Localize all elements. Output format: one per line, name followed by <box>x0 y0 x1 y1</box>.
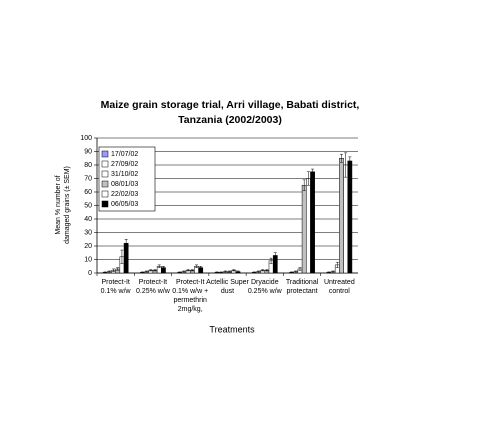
bar <box>339 158 344 274</box>
error-bar <box>215 271 219 273</box>
x-tick-label: permethrin <box>173 297 207 304</box>
y-tick-label: 70 <box>84 175 92 182</box>
error-bar <box>161 266 165 270</box>
error-bar <box>339 153 343 163</box>
legend-swatch <box>101 190 109 198</box>
error-bar <box>298 267 302 271</box>
y-tick-label: 90 <box>84 148 92 155</box>
x-tick-label: control <box>329 288 350 295</box>
legend-swatch <box>101 170 109 178</box>
error-bar <box>199 266 203 270</box>
error-bar <box>112 268 116 272</box>
y-tick-label: 80 <box>84 162 92 169</box>
error-bar <box>256 270 260 273</box>
x-tick-label: 2mg/kg, <box>178 306 203 313</box>
x-tick-label: Actellic Super <box>206 279 249 286</box>
y-axis-label: Mean % number of <box>55 175 62 234</box>
error-bar <box>140 271 144 273</box>
x-tick-label: Untreated <box>324 279 355 286</box>
error-bar <box>178 271 182 273</box>
x-axis-label: Treatments <box>209 324 255 334</box>
legend-label: 06/05/03 <box>111 201 138 208</box>
chart-title: Tanzania (2002/2003) <box>178 114 282 126</box>
y-tick-label: 100 <box>80 135 92 142</box>
bar <box>347 160 353 274</box>
error-bar <box>269 257 273 264</box>
error-bar <box>103 271 107 273</box>
legend-swatch <box>101 180 109 188</box>
legend-label: 31/10/02 <box>111 171 138 178</box>
error-bar <box>186 269 190 272</box>
bar <box>301 185 307 274</box>
error-bar <box>348 156 352 166</box>
x-tick-label: Traditional <box>286 279 319 286</box>
error-bar <box>190 269 194 272</box>
x-tick-label: Protect-It <box>139 279 167 286</box>
error-bar <box>223 270 227 273</box>
x-tick-label: Protect-It <box>101 279 129 286</box>
legend-swatch <box>101 150 109 158</box>
y-tick-label: 60 <box>84 189 92 196</box>
bar <box>306 178 311 274</box>
x-tick-label: 0.25% w/w <box>136 288 171 295</box>
error-bar <box>232 269 236 272</box>
legend-box <box>98 146 156 212</box>
error-bar <box>327 271 331 273</box>
error-bar <box>273 252 277 259</box>
x-tick-label: dust <box>221 288 234 295</box>
legend-label: 08/01/03 <box>111 181 138 188</box>
error-bar <box>236 270 240 273</box>
error-bar <box>195 264 199 268</box>
y-tick-label: 20 <box>84 243 92 250</box>
legend-label: 17/07/02 <box>111 151 138 158</box>
error-bar <box>265 269 269 272</box>
y-axis-label: damaged grains (± SEM) <box>64 166 71 244</box>
error-bar <box>124 239 128 248</box>
error-bar <box>182 270 186 273</box>
x-tick-label: Protect-It <box>176 279 204 286</box>
error-bar <box>311 168 315 175</box>
x-tick-label: protectant <box>287 288 318 295</box>
y-tick-label: 40 <box>84 216 92 223</box>
chart-title: Maize grain storage trial, Arri village,… <box>101 99 360 111</box>
error-bar <box>120 249 124 264</box>
bar <box>123 243 129 274</box>
error-bar <box>331 270 335 273</box>
error-bar <box>107 270 111 273</box>
error-bar <box>219 271 223 273</box>
error-bar <box>149 269 153 272</box>
x-tick-label: 0.1% w/w + <box>172 288 208 295</box>
legend-label: 27/09/02 <box>111 161 138 168</box>
legend-swatch <box>101 160 109 168</box>
error-bar <box>228 270 232 273</box>
y-tick-label: 10 <box>84 256 92 263</box>
x-tick-label: 0.25% w/w <box>248 288 283 295</box>
y-tick-label: 30 <box>84 229 92 236</box>
x-tick-label: Dryacide <box>251 279 279 286</box>
error-bar <box>306 171 310 186</box>
y-tick-label: 0 <box>88 270 92 277</box>
error-bar <box>261 269 265 272</box>
bar <box>343 164 349 274</box>
error-bar <box>116 267 120 271</box>
error-bar <box>145 270 149 273</box>
error-bar <box>302 179 306 191</box>
y-tick-label: 50 <box>84 202 92 209</box>
error-bar <box>290 271 294 273</box>
error-bar <box>335 261 339 268</box>
error-bar <box>294 270 298 273</box>
legend-label: 22/02/03 <box>111 191 138 198</box>
bar <box>310 171 315 274</box>
error-bar <box>157 264 161 268</box>
error-bar <box>344 152 348 178</box>
error-bar <box>252 271 256 273</box>
legend-swatch <box>101 200 109 208</box>
x-tick-label: 0.1% w/w <box>101 288 132 295</box>
error-bar <box>153 269 157 272</box>
